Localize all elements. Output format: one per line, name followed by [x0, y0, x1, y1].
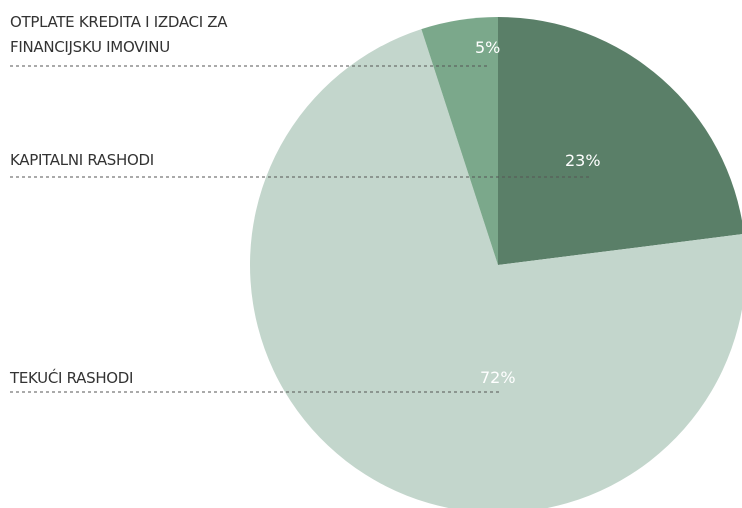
category-label: KAPITALNI RASHODI: [10, 151, 154, 169]
value-label: 23%: [565, 151, 601, 170]
pie-slice: [250, 29, 742, 508]
pie-slice: [498, 17, 742, 265]
value-label: 5%: [475, 38, 500, 57]
category-label: OTPLATE KREDITA I IZDACI ZA FINANCIJSKU …: [10, 13, 228, 56]
category-label: TEKUĆI RASHODI: [10, 369, 134, 387]
value-label: 72%: [480, 368, 516, 387]
pie-slice: [421, 17, 498, 265]
